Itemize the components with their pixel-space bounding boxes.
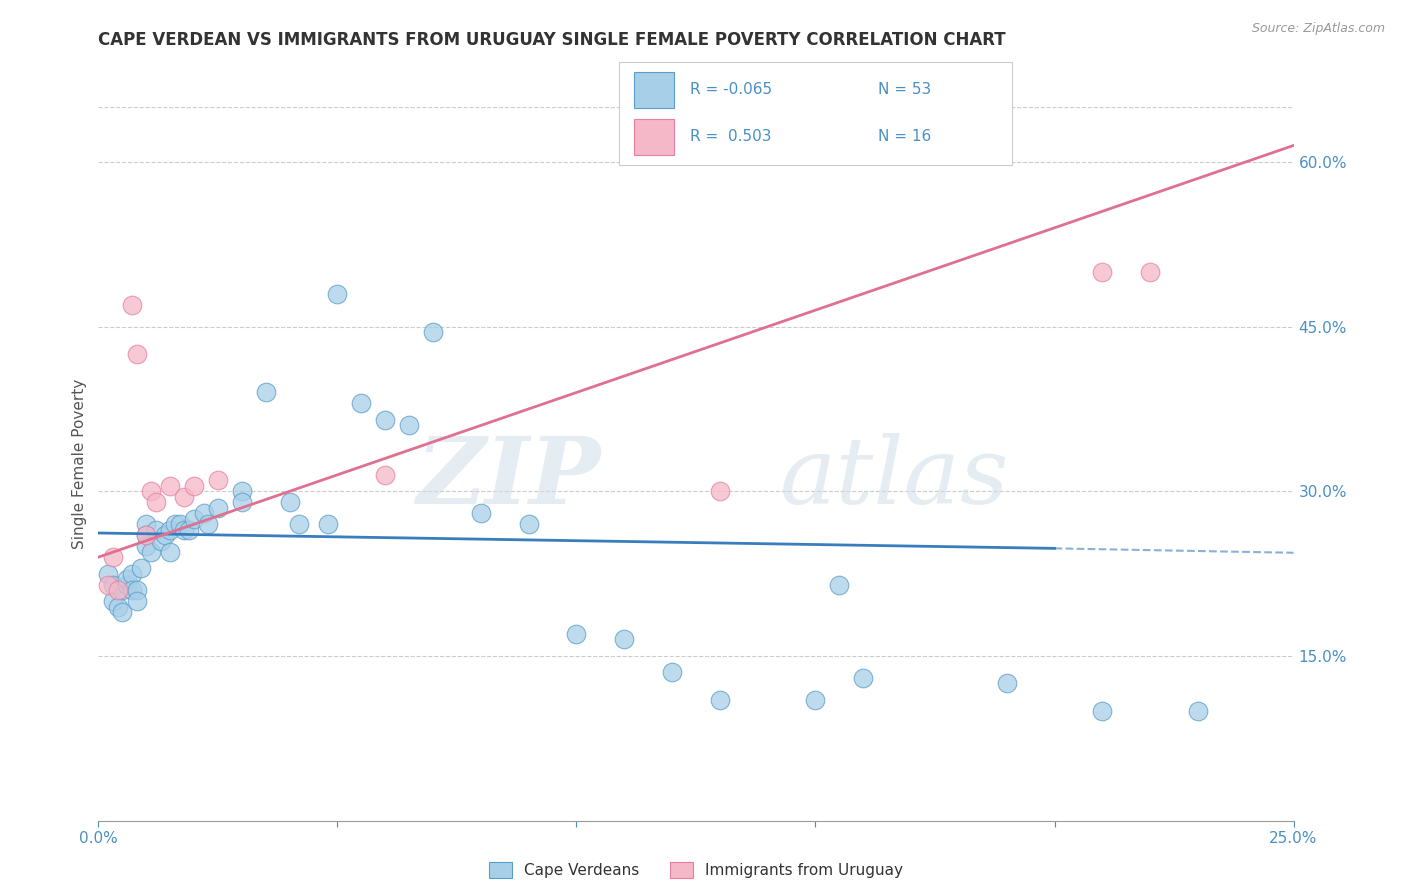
Point: [135, 517, 157, 532]
Point: [135, 528, 157, 542]
Point: [135, 539, 157, 553]
Point: [470, 506, 492, 520]
Point: [350, 396, 373, 410]
Point: [661, 665, 683, 680]
Point: [565, 627, 588, 641]
Point: [278, 495, 301, 509]
Point: [121, 566, 143, 581]
Point: [374, 467, 396, 482]
Point: [107, 583, 129, 598]
Point: [149, 533, 172, 548]
Point: [101, 577, 124, 591]
Point: [183, 479, 205, 493]
Point: [145, 495, 167, 509]
Point: [125, 594, 148, 608]
Legend: Cape Verdeans, Immigrants from Uruguay: Cape Verdeans, Immigrants from Uruguay: [482, 856, 910, 884]
Point: [709, 484, 731, 499]
Point: [107, 599, 129, 614]
Point: [135, 528, 157, 542]
Point: [1091, 265, 1114, 279]
Point: [173, 490, 195, 504]
Point: [125, 583, 148, 598]
Point: [1187, 704, 1209, 718]
Point: [995, 676, 1018, 690]
Point: [422, 325, 444, 339]
Text: R = -0.065: R = -0.065: [689, 81, 772, 96]
Point: [709, 693, 731, 707]
Point: [131, 561, 153, 575]
Point: [1139, 265, 1161, 279]
Point: [183, 512, 205, 526]
Point: [115, 577, 138, 591]
Text: atlas: atlas: [779, 434, 1010, 523]
Point: [101, 550, 124, 565]
Point: [179, 523, 201, 537]
Point: [231, 495, 253, 509]
Point: [852, 671, 875, 685]
Y-axis label: Single Female Poverty: Single Female Poverty: [72, 379, 87, 549]
Point: [207, 500, 229, 515]
Point: [97, 577, 120, 591]
Point: [828, 577, 851, 591]
Point: [125, 347, 148, 361]
Point: [111, 583, 134, 598]
Point: [326, 286, 349, 301]
Text: N = 16: N = 16: [879, 128, 932, 144]
Point: [97, 566, 120, 581]
Point: [145, 523, 167, 537]
Point: [316, 517, 339, 532]
Point: [111, 605, 134, 619]
Point: [288, 517, 311, 532]
Point: [169, 517, 191, 532]
Point: [159, 544, 181, 558]
Text: N = 53: N = 53: [879, 81, 932, 96]
Point: [115, 572, 138, 586]
Point: [254, 385, 277, 400]
Text: ZIP: ZIP: [416, 434, 600, 523]
Point: [159, 523, 181, 537]
FancyBboxPatch shape: [634, 71, 673, 108]
Point: [155, 528, 177, 542]
Point: [173, 523, 195, 537]
Text: R =  0.503: R = 0.503: [689, 128, 770, 144]
Point: [193, 506, 215, 520]
Point: [159, 479, 181, 493]
Point: [207, 473, 229, 487]
Point: [613, 632, 636, 647]
Point: [231, 484, 253, 499]
Point: [139, 484, 162, 499]
Point: [517, 517, 540, 532]
Point: [163, 517, 186, 532]
Point: [139, 544, 162, 558]
Point: [121, 583, 143, 598]
Text: CAPE VERDEAN VS IMMIGRANTS FROM URUGUAY SINGLE FEMALE POVERTY CORRELATION CHART: CAPE VERDEAN VS IMMIGRANTS FROM URUGUAY …: [98, 31, 1007, 49]
Point: [804, 693, 827, 707]
Point: [1091, 704, 1114, 718]
Point: [101, 594, 124, 608]
Text: Source: ZipAtlas.com: Source: ZipAtlas.com: [1251, 22, 1385, 36]
Point: [197, 517, 219, 532]
Point: [398, 418, 420, 433]
Point: [374, 413, 396, 427]
Point: [121, 298, 143, 312]
FancyBboxPatch shape: [634, 119, 673, 155]
